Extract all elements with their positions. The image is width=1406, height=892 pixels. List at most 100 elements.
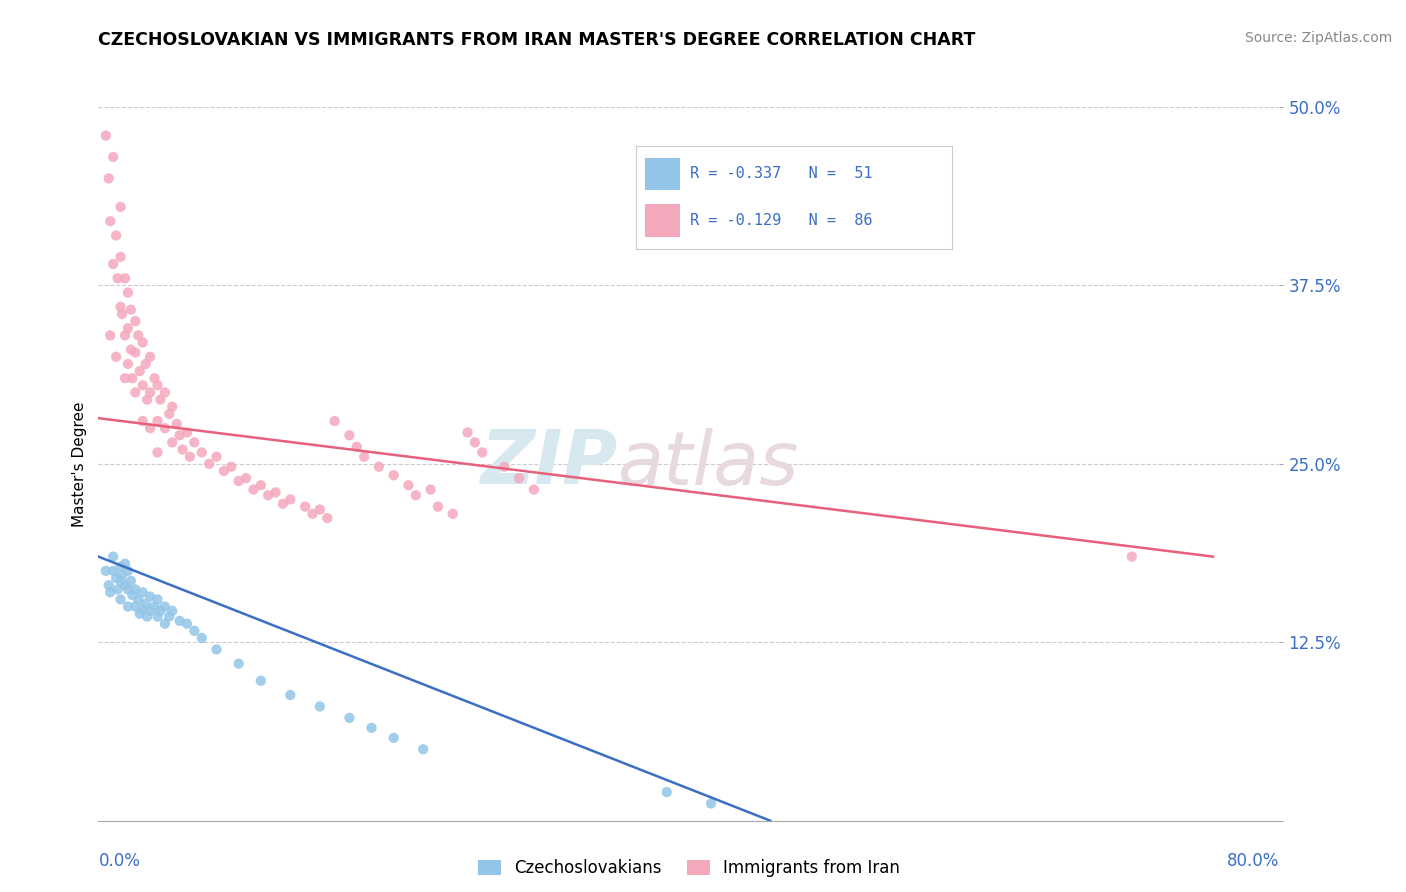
Point	[250, 478, 273, 492]
Point	[146, 592, 169, 607]
Point	[124, 345, 146, 359]
Point	[323, 414, 346, 428]
Point	[456, 425, 478, 440]
Point	[149, 392, 172, 407]
Point	[143, 599, 166, 614]
Point	[205, 450, 228, 464]
Point	[135, 357, 157, 371]
Text: ZIP: ZIP	[481, 427, 619, 500]
Point	[117, 321, 139, 335]
Point	[132, 335, 155, 350]
Point	[183, 435, 205, 450]
Point	[242, 483, 264, 497]
Point	[257, 488, 280, 502]
Point	[146, 378, 169, 392]
Point	[139, 385, 162, 400]
Point	[143, 371, 166, 385]
Point	[346, 440, 368, 454]
Point	[105, 571, 128, 585]
Point	[212, 464, 235, 478]
Text: Source: ZipAtlas.com: Source: ZipAtlas.com	[1244, 31, 1392, 45]
Point	[382, 731, 405, 745]
Point	[655, 785, 678, 799]
Point	[146, 445, 169, 459]
Point	[121, 588, 143, 602]
Point	[353, 450, 375, 464]
Point	[128, 607, 150, 621]
Point	[110, 559, 132, 574]
Point	[124, 599, 146, 614]
Text: 0.0%: 0.0%	[98, 852, 141, 870]
Point	[94, 564, 117, 578]
Text: CZECHOSLOVAKIAN VS IMMIGRANTS FROM IRAN MASTER'S DEGREE CORRELATION CHART: CZECHOSLOVAKIAN VS IMMIGRANTS FROM IRAN …	[98, 31, 976, 49]
Point	[191, 631, 214, 645]
Point	[103, 150, 125, 164]
Point	[149, 604, 172, 618]
Point	[132, 585, 155, 599]
Point	[198, 457, 221, 471]
Point	[97, 578, 120, 592]
Point	[107, 582, 129, 597]
Point	[508, 471, 530, 485]
Point	[114, 271, 136, 285]
Point	[294, 500, 316, 514]
Point	[139, 421, 162, 435]
Point	[124, 314, 146, 328]
Point	[110, 250, 132, 264]
Point	[169, 614, 191, 628]
Point	[136, 392, 159, 407]
Point	[162, 604, 183, 618]
Point	[120, 574, 142, 588]
Point	[124, 582, 146, 597]
Point	[250, 673, 273, 688]
Point	[128, 364, 150, 378]
Point	[110, 574, 132, 588]
Point	[139, 350, 162, 364]
Point	[405, 488, 427, 502]
Point	[146, 609, 169, 624]
Point	[98, 328, 121, 343]
Point	[97, 171, 120, 186]
Point	[278, 492, 302, 507]
Point	[494, 459, 516, 474]
Point	[471, 445, 494, 459]
Point	[264, 485, 287, 500]
Point	[157, 407, 180, 421]
Point	[191, 445, 214, 459]
Point	[98, 214, 121, 228]
Point	[337, 711, 360, 725]
Point	[271, 497, 294, 511]
Point	[117, 357, 139, 371]
Point	[228, 474, 250, 488]
Point	[111, 568, 134, 582]
Point	[153, 599, 176, 614]
Point	[117, 285, 139, 300]
Point	[368, 459, 391, 474]
Text: atlas: atlas	[619, 428, 800, 500]
Point	[135, 597, 157, 611]
Point	[105, 350, 128, 364]
Point	[396, 478, 419, 492]
Point	[110, 300, 132, 314]
Point	[114, 578, 136, 592]
Point	[172, 442, 194, 457]
Point	[132, 602, 155, 616]
Text: R = -0.337   N =  51: R = -0.337 N = 51	[689, 167, 872, 181]
Point	[153, 616, 176, 631]
Point	[105, 228, 128, 243]
Point	[301, 507, 323, 521]
Point	[523, 483, 546, 497]
Point	[132, 378, 155, 392]
Point	[146, 414, 169, 428]
Point	[235, 471, 257, 485]
Point	[176, 425, 198, 440]
Point	[127, 592, 149, 607]
Point	[127, 328, 149, 343]
Point	[107, 271, 129, 285]
Y-axis label: Master's Degree: Master's Degree	[72, 401, 87, 526]
Point	[103, 549, 125, 564]
Point	[117, 599, 139, 614]
Point	[316, 511, 339, 525]
Point	[228, 657, 250, 671]
Point	[309, 502, 332, 516]
